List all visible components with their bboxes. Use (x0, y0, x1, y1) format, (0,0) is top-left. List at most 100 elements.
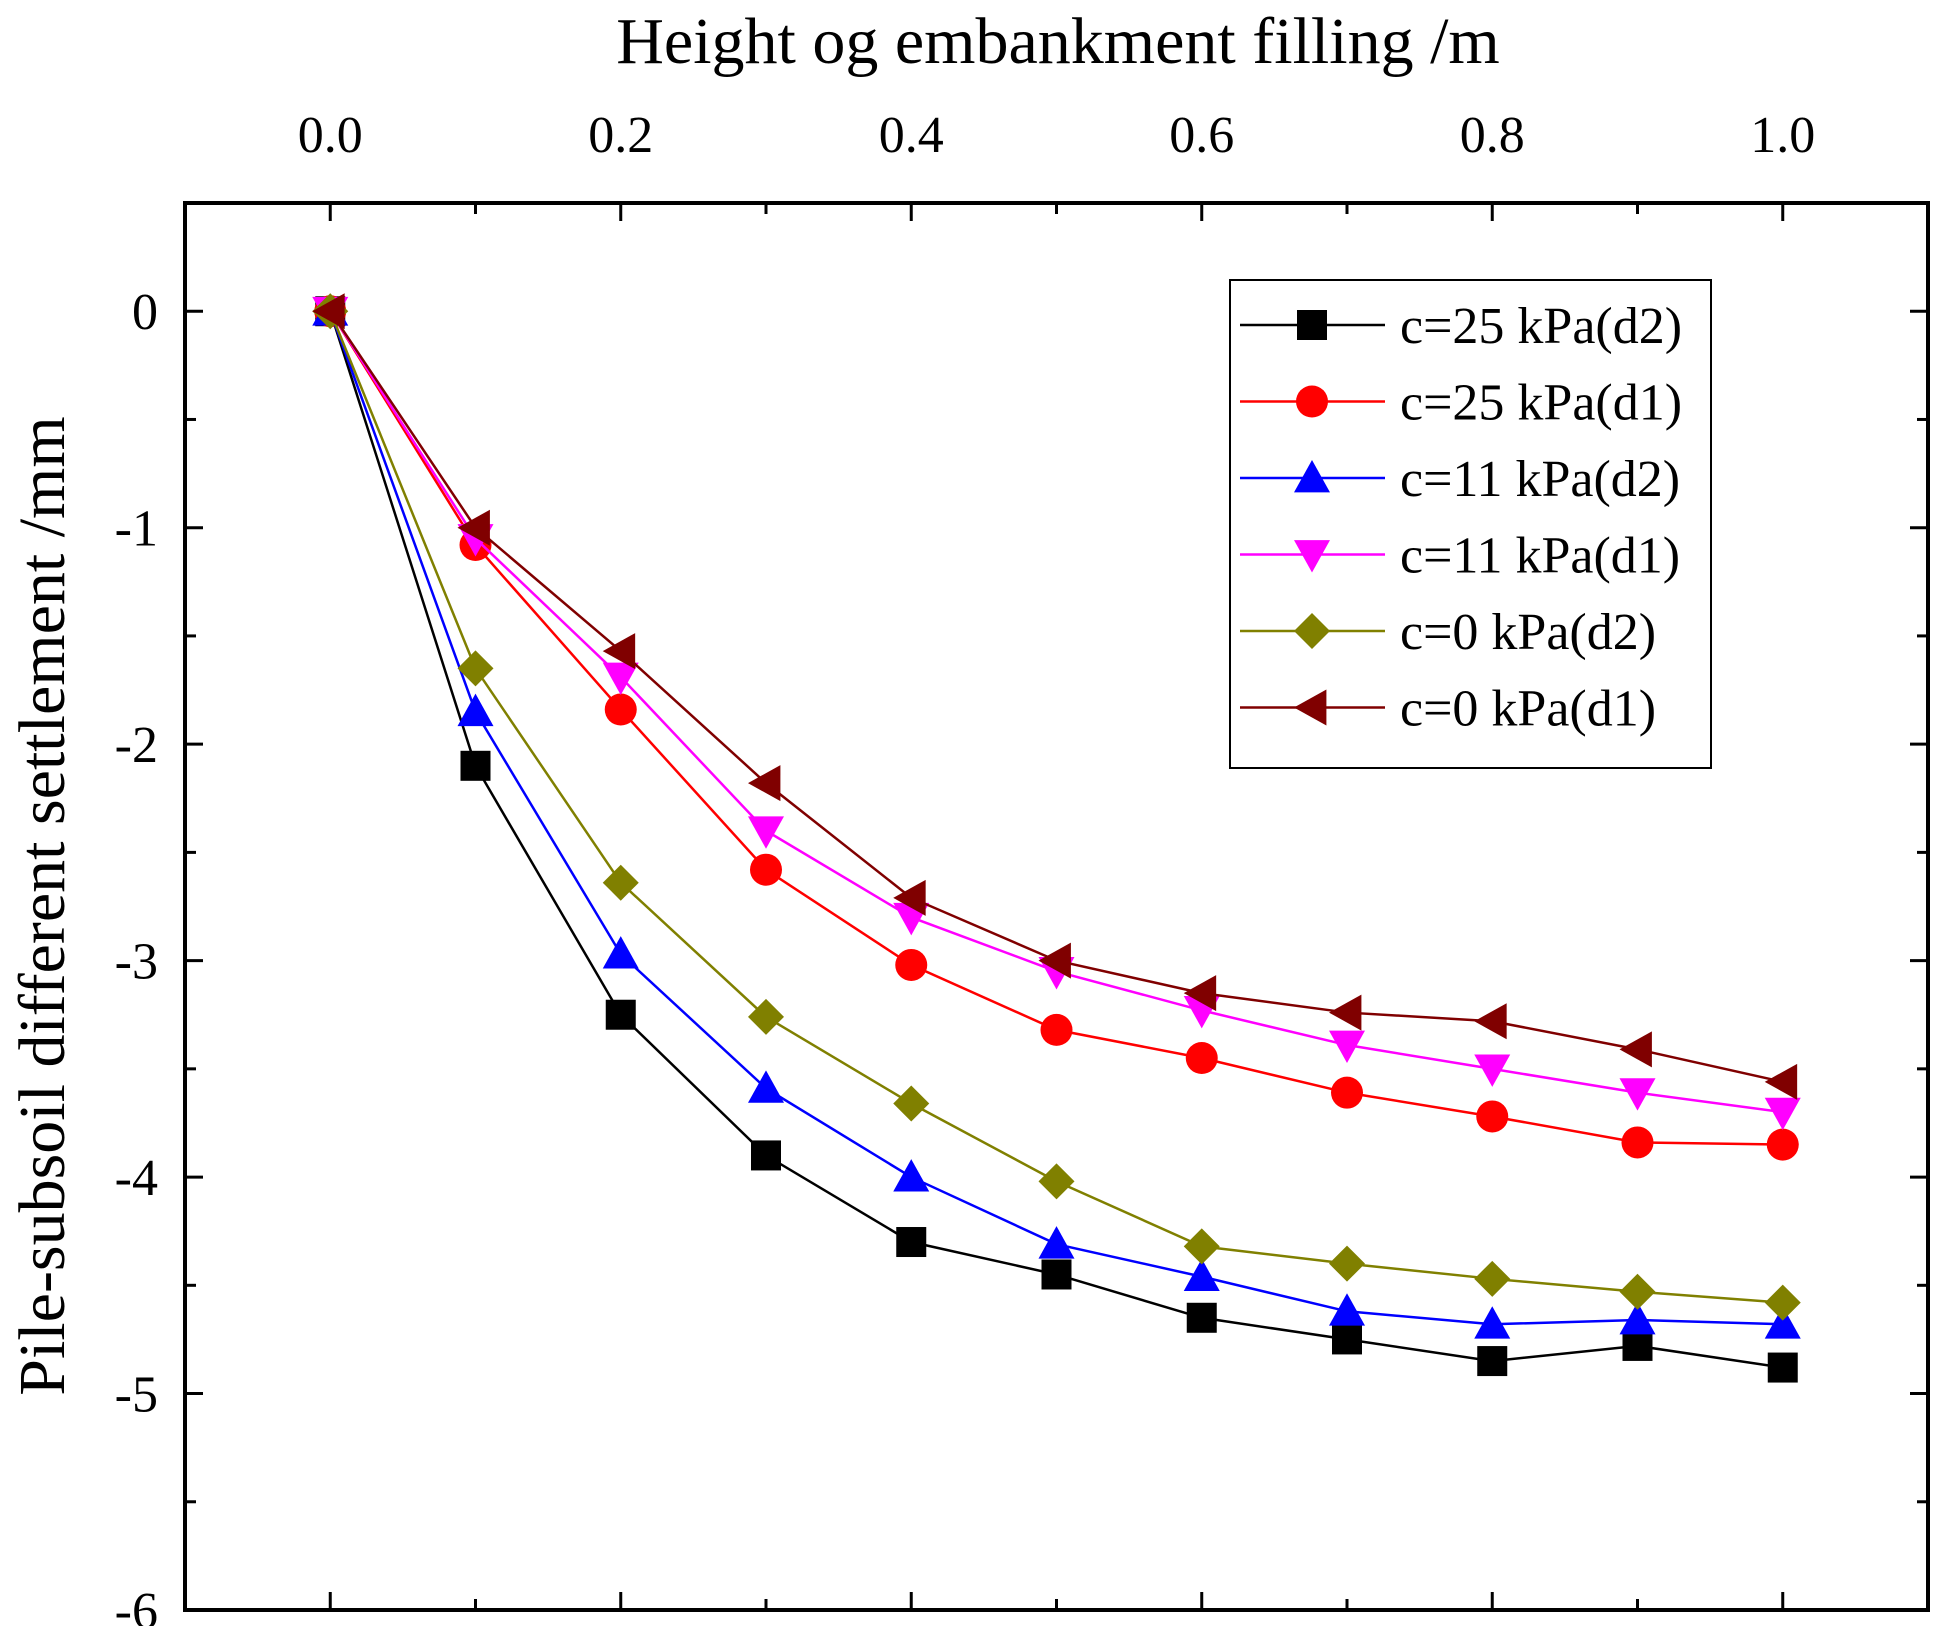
data-point (1329, 1030, 1365, 1064)
data-point (1038, 1226, 1075, 1259)
data-point (1619, 1031, 1652, 1068)
x-tick-label: 0.2 (588, 107, 653, 164)
legend-item: c=0 kPa(d2) (1240, 604, 1656, 661)
legend-label: c=25 kPa(d1) (1400, 375, 1682, 432)
x-axis-ticks: 0.0 0.2 0.4 0.6 0.8 1.0 (298, 107, 1815, 1610)
series-0 (315, 296, 1798, 1383)
x-tick-label: 0.6 (1169, 107, 1234, 164)
data-point (896, 1227, 927, 1258)
data-point (460, 750, 491, 781)
legend: c=25 kPa(d2) c=25 kPa(d1) c=11 kPa(d2) c=11… (1229, 279, 1712, 769)
y-axis-label: Pile-subsoil different settlement /mm (6, 416, 79, 1395)
data-point (748, 998, 784, 1035)
data-point (602, 936, 639, 969)
legend-label: c=0 kPa(d2) (1400, 604, 1656, 661)
data-point (1474, 1260, 1511, 1297)
data-point (1474, 1054, 1511, 1087)
series-1 (314, 295, 1799, 1161)
data-point (893, 1085, 930, 1122)
legend-marker (1294, 460, 1330, 493)
data-point (1329, 994, 1362, 1031)
series-5 (312, 293, 1798, 1100)
legend-item: c=11 kPa(d2) (1240, 451, 1680, 508)
data-point (1764, 1284, 1801, 1321)
y-tick-label: -6 (115, 1583, 158, 1626)
x-tick-label: 0.0 (298, 107, 363, 164)
legend-item: c=0 kPa(d1) (1240, 681, 1656, 738)
data-point (1038, 1163, 1075, 1200)
legend-label: c=0 kPa(d1) (1400, 681, 1656, 738)
data-point (1767, 1352, 1798, 1383)
data-point (1619, 1273, 1656, 1310)
data-point (457, 509, 490, 546)
data-point (1619, 1301, 1656, 1335)
data-point (602, 864, 639, 901)
series-2 (312, 293, 1801, 1339)
series-layer (312, 293, 1801, 1383)
y-tick-label: -5 (115, 1367, 158, 1424)
legend-box (1229, 279, 1712, 769)
data-point (457, 693, 494, 727)
legend-label: c=25 kPa(d2) (1400, 298, 1682, 355)
legend-item: c=25 kPa(d2) (1240, 298, 1682, 355)
legend-label: c=11 kPa(d2) (1400, 451, 1680, 508)
legend-label: c=11 kPa(d1) (1400, 528, 1680, 585)
data-point (1329, 1293, 1365, 1326)
y-tick-label: -4 (115, 1150, 158, 1207)
data-point (602, 633, 636, 670)
data-point (895, 948, 928, 981)
data-point (602, 662, 639, 696)
data-point (1474, 1003, 1507, 1040)
data-point (1764, 1063, 1798, 1100)
data-point (748, 765, 781, 802)
x-axis-label: Height og embankment filling /m (616, 5, 1500, 78)
data-point (1764, 1306, 1801, 1339)
data-point (604, 693, 637, 726)
data-point (1329, 1245, 1365, 1282)
data-point (893, 1159, 930, 1192)
data-point (1477, 1346, 1508, 1377)
legend-marker (1294, 540, 1330, 573)
data-point (1185, 1042, 1218, 1075)
data-point (1332, 1324, 1362, 1355)
data-point (1621, 1126, 1654, 1159)
data-point (1476, 1100, 1509, 1133)
data-point (750, 853, 782, 886)
x-tick-label: 0.8 (1460, 107, 1525, 164)
data-point (1183, 1258, 1220, 1292)
data-point (751, 1140, 781, 1171)
data-point (748, 816, 784, 849)
legend-item: c=11 kPa(d1) (1240, 528, 1680, 585)
legend-marker (1296, 385, 1328, 418)
x-tick-label: 0.4 (879, 107, 944, 164)
legend-marker (1294, 613, 1330, 649)
legend-marker (1297, 310, 1327, 340)
data-point (1183, 1228, 1220, 1265)
data-point (1041, 1259, 1072, 1290)
series-4 (312, 293, 1801, 1321)
x-tick-label: 1.0 (1750, 107, 1815, 164)
data-point (1764, 1097, 1801, 1131)
data-point (1622, 1330, 1653, 1361)
data-point (1619, 1078, 1656, 1111)
y-tick-label: -2 (115, 717, 158, 774)
data-point (1038, 942, 1071, 979)
data-point (748, 1070, 784, 1103)
data-point (1766, 1128, 1799, 1161)
data-point (457, 650, 494, 687)
legend-item: c=25 kPa(d1) (1240, 375, 1682, 432)
data-point (1474, 1306, 1511, 1339)
legend-marker (1294, 689, 1327, 726)
y-tick-label: -1 (115, 501, 158, 558)
y-tick-label: -3 (115, 934, 158, 991)
data-point (1331, 1076, 1363, 1109)
data-point (605, 999, 636, 1030)
data-point (1040, 1013, 1073, 1046)
y-tick-label: 0 (132, 284, 158, 341)
data-point (893, 879, 926, 916)
data-point (312, 293, 345, 330)
data-point (1186, 1302, 1217, 1333)
y-axis-ticks: 0 -1 -2 -3 -4 -5 -6 (115, 201, 1928, 1626)
data-point (1183, 975, 1217, 1012)
